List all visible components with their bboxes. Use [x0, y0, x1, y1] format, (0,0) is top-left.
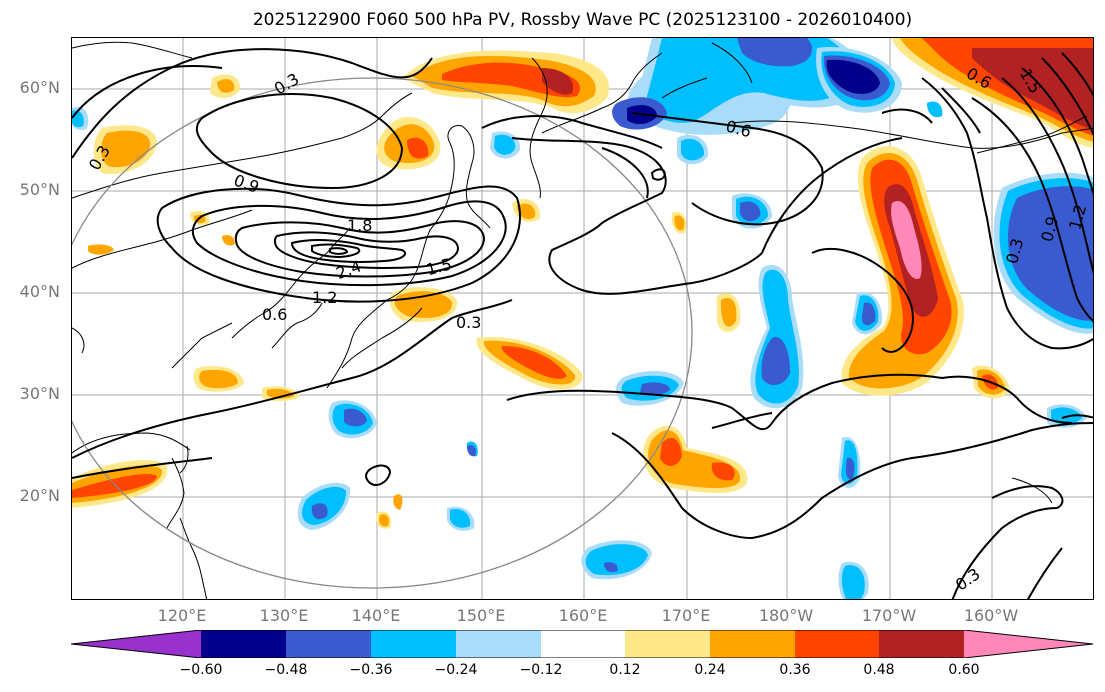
contour-label: 1.2 [312, 288, 337, 307]
colorbar-tick-label: 0.60 [948, 662, 980, 678]
colorbar-segment [371, 630, 456, 658]
colorbar-tick-label: 0.36 [779, 662, 811, 678]
contour-label: 0.6 [262, 305, 287, 324]
map-title: 2025122900 F060 500 hPa PV, Rossby Wave … [252, 10, 913, 30]
colorbar-tick-label: −0.12 [519, 662, 563, 678]
colorbar-segment [795, 630, 879, 658]
colorbar-segment [286, 630, 371, 658]
map-canvas: 0.3 0.3 0.9 1.8 2.4 1.5 1.2 0.6 0.3 0.6 … [72, 38, 1093, 599]
colorbar-segment [541, 630, 625, 658]
colorbar-tick-label: −0.24 [434, 662, 478, 678]
range-circle [72, 77, 693, 589]
colorbar-segment [879, 630, 964, 658]
colorbar-tick-label: −0.60 [179, 662, 223, 678]
contour-label: 0.3 [456, 313, 481, 332]
lat-label-20n: 20°N [19, 486, 60, 505]
lon-label-170w: 170°W [861, 606, 917, 625]
colorbar-tick-label: −0.48 [264, 662, 308, 678]
colorbar-tick-label: −0.36 [349, 662, 393, 678]
map-panel: 0.3 0.3 0.9 1.8 2.4 1.5 1.2 0.6 0.3 0.6 … [71, 37, 1094, 600]
contour-label: 0.9 [231, 170, 261, 197]
lon-label-160e: 160°E [558, 606, 608, 625]
lon-label-140e: 140°E [351, 606, 401, 625]
colorbar-outline [71, 630, 1094, 658]
lon-label-180w: 180°W [758, 606, 814, 625]
lon-label-150e: 150°E [456, 606, 506, 625]
colorbar-tick-label: 0.12 [609, 662, 641, 678]
coastlines [72, 41, 1093, 599]
colorbar-tick-label: 0.24 [694, 662, 726, 678]
colorbar [71, 630, 1094, 658]
lon-label-130e: 130°E [259, 606, 309, 625]
lat-label-50n: 50°N [19, 180, 60, 199]
pv-contours [72, 48, 1093, 599]
contour-label: 1.8 [347, 216, 372, 235]
lat-label-30n: 30°N [19, 384, 60, 403]
colorbar-segment [710, 630, 795, 658]
lat-label-40n: 40°N [19, 282, 60, 301]
lat-label-60n: 60°N [19, 78, 60, 97]
colorbar-segment [625, 630, 710, 658]
pc-shading [72, 38, 1093, 599]
lon-label-160w: 160°W [963, 606, 1019, 625]
colorbar-tick-label: 0.48 [863, 662, 895, 678]
colorbar-segment [456, 630, 541, 658]
colorbar-segment [201, 630, 286, 658]
colorbar-segment [71, 630, 201, 658]
colorbar-segment [964, 630, 1093, 658]
lon-label-170e: 170°E [661, 606, 711, 625]
lon-label-120e: 120°E [157, 606, 207, 625]
contour-label: 1.5 [424, 254, 454, 279]
